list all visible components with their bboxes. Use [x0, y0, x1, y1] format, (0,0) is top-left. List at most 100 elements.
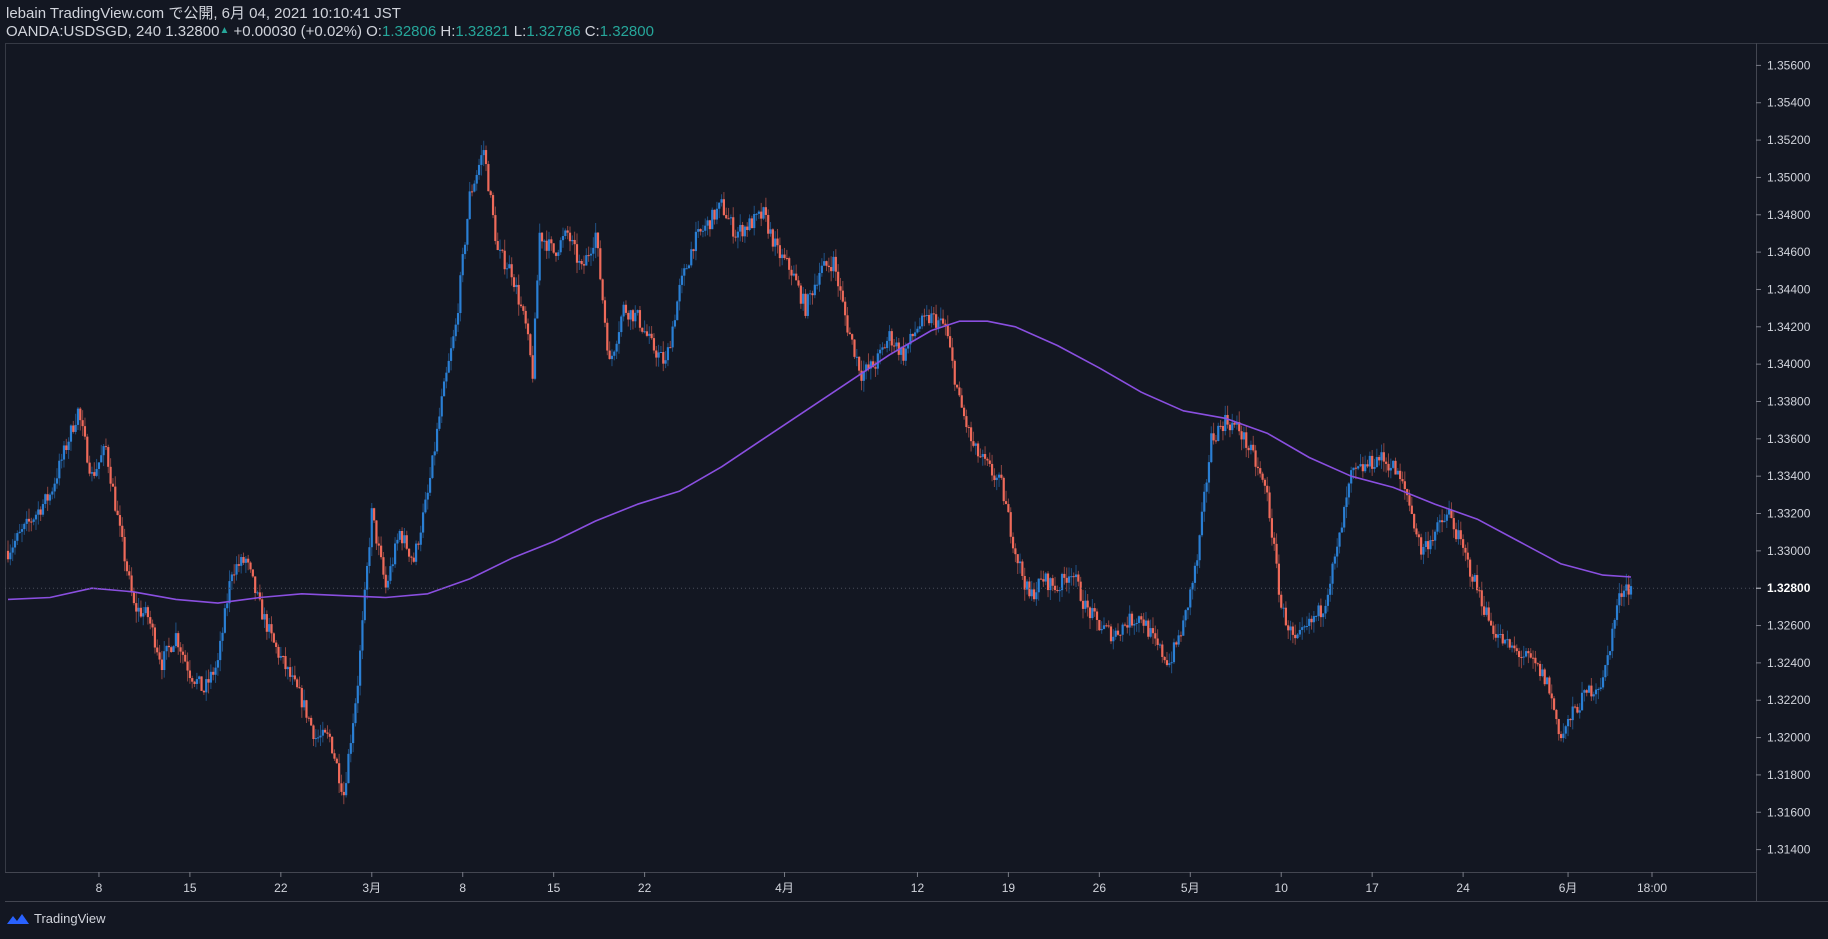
- candle-body: [1415, 528, 1418, 535]
- candle-body: [1144, 620, 1148, 626]
- candle-body: [1189, 589, 1192, 608]
- candle-body: [743, 226, 746, 237]
- candle-body: [631, 310, 635, 322]
- candle-body: [1238, 422, 1241, 432]
- candle-body: [1441, 520, 1444, 523]
- candle-body: [1347, 483, 1350, 498]
- candle-body: [81, 420, 84, 427]
- candle-body: [1310, 618, 1313, 623]
- candle-body: [641, 327, 644, 332]
- candle-body: [216, 660, 219, 668]
- candle-body: [526, 323, 530, 335]
- candle-body: [1368, 455, 1371, 467]
- candle-body: [498, 249, 502, 251]
- candle-body: [1434, 531, 1437, 541]
- candle-body: [629, 310, 632, 320]
- candle-body: [142, 613, 145, 617]
- candle-body: [624, 304, 628, 313]
- candle-body: [27, 518, 31, 522]
- symbol-label[interactable]: OANDA:USDSGD, 240: [6, 23, 162, 40]
- candle-body: [377, 543, 380, 546]
- candle-body: [1513, 645, 1516, 649]
- candle-body: [384, 574, 387, 588]
- x-tick-label: 22: [638, 881, 652, 895]
- candle-body: [1177, 635, 1180, 645]
- y-tick-label: 1.33000: [1767, 544, 1811, 558]
- candle-body: [1585, 690, 1588, 693]
- candle-body: [1156, 638, 1159, 645]
- candle-body: [1273, 537, 1276, 544]
- last-price-label: 1.32800: [1767, 581, 1811, 595]
- candle-body: [529, 334, 532, 356]
- candle-body: [979, 456, 982, 458]
- candle-body: [487, 164, 490, 192]
- candle-body: [1506, 639, 1509, 641]
- candle-body: [1042, 579, 1045, 582]
- candle-body: [564, 230, 567, 237]
- candle-body: [1494, 633, 1497, 638]
- candle-body: [65, 445, 68, 451]
- candle-body: [1389, 467, 1392, 471]
- candle-body: [972, 441, 975, 446]
- candle-body: [585, 255, 588, 266]
- candle-body: [848, 332, 851, 335]
- candle-body: [179, 647, 182, 652]
- candle-body: [746, 226, 749, 231]
- price-axis[interactable]: 1.35600 1.35400 1.35200 1.35000 1.34800 1.346…: [5, 58, 1811, 857]
- candle-body: [1357, 466, 1360, 469]
- candle-body: [417, 543, 420, 545]
- candle-body: [706, 220, 709, 226]
- candle-body: [503, 250, 506, 270]
- candle-body: [177, 633, 180, 648]
- candle-body: [1410, 505, 1413, 515]
- y-tick-label: 1.34800: [1767, 208, 1811, 222]
- candle-body: [118, 515, 122, 526]
- close-value: 1.32800: [599, 23, 654, 40]
- candle-body: [1462, 539, 1465, 548]
- candle-body: [627, 312, 630, 320]
- candle-body: [67, 441, 70, 451]
- y-tick-label: 1.32600: [1767, 619, 1811, 633]
- candle-body: [1312, 616, 1315, 623]
- candle-body: [1109, 626, 1113, 642]
- candle-body: [575, 244, 579, 263]
- candle-body: [820, 265, 823, 273]
- candle-body: [354, 703, 357, 724]
- candle-body: [764, 207, 767, 215]
- candle-body: [258, 592, 261, 600]
- candle-body: [809, 293, 812, 295]
- candle-body: [1025, 581, 1029, 590]
- candle-body: [1014, 548, 1017, 555]
- candle-body: [816, 284, 819, 286]
- candle-body: [1315, 615, 1318, 617]
- candle-body: [825, 261, 828, 266]
- candle-body: [603, 300, 607, 323]
- candle-body: [289, 667, 292, 677]
- candle-body: [223, 608, 226, 633]
- candle-body: [181, 651, 184, 655]
- candle-body: [918, 326, 921, 329]
- candle-body: [708, 220, 712, 230]
- candle-body: [37, 509, 40, 515]
- candle-body: [380, 545, 383, 558]
- candle-body: [6, 550, 10, 560]
- candle-body: [955, 384, 959, 388]
- candle-body: [837, 271, 840, 287]
- y-tick-label: 1.32400: [1767, 656, 1811, 670]
- time-axis[interactable]: 8 15 22 3月 8 15 22 4月 12 19 26 5月 10 17 24 6月 18:00: [96, 872, 1668, 895]
- candle-body: [1366, 464, 1369, 467]
- tradingview-brand[interactable]: TradingView: [6, 911, 106, 926]
- tradingview-logo-icon: [7, 913, 29, 924]
- candle-body: [1531, 657, 1535, 659]
- candle-body: [1371, 455, 1374, 469]
- candle-body: [23, 523, 26, 530]
- candle-body: [1130, 613, 1134, 626]
- candle-body: [935, 314, 938, 328]
- candle-body: [874, 367, 877, 369]
- candle-body: [650, 333, 653, 339]
- candle-body: [988, 460, 991, 464]
- chart-frame: [5, 43, 1828, 902]
- candle-body: [1231, 422, 1234, 431]
- candle-body: [762, 207, 765, 219]
